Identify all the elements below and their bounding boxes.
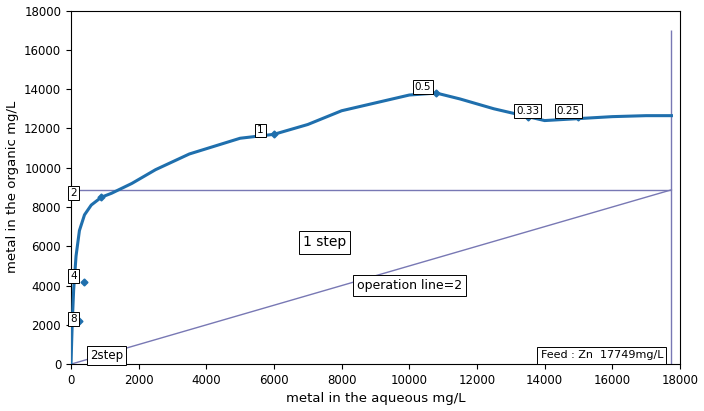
X-axis label: metal in the aqueous mg/L: metal in the aqueous mg/L	[286, 393, 465, 405]
Text: 1 step: 1 step	[303, 236, 346, 249]
Text: 0.33: 0.33	[516, 106, 539, 116]
Text: 8: 8	[70, 314, 77, 324]
Text: 4: 4	[70, 271, 77, 281]
Text: 2step: 2step	[90, 349, 123, 362]
Text: 0.5: 0.5	[415, 82, 431, 92]
Text: 0.25: 0.25	[557, 106, 580, 116]
Text: 2: 2	[70, 188, 77, 198]
Text: Feed : Zn  17749mg/L: Feed : Zn 17749mg/L	[541, 350, 663, 360]
Y-axis label: metal in the organic mg/L: metal in the organic mg/L	[6, 101, 18, 273]
Text: 1: 1	[257, 125, 264, 135]
Text: operation line=2: operation line=2	[357, 279, 462, 292]
